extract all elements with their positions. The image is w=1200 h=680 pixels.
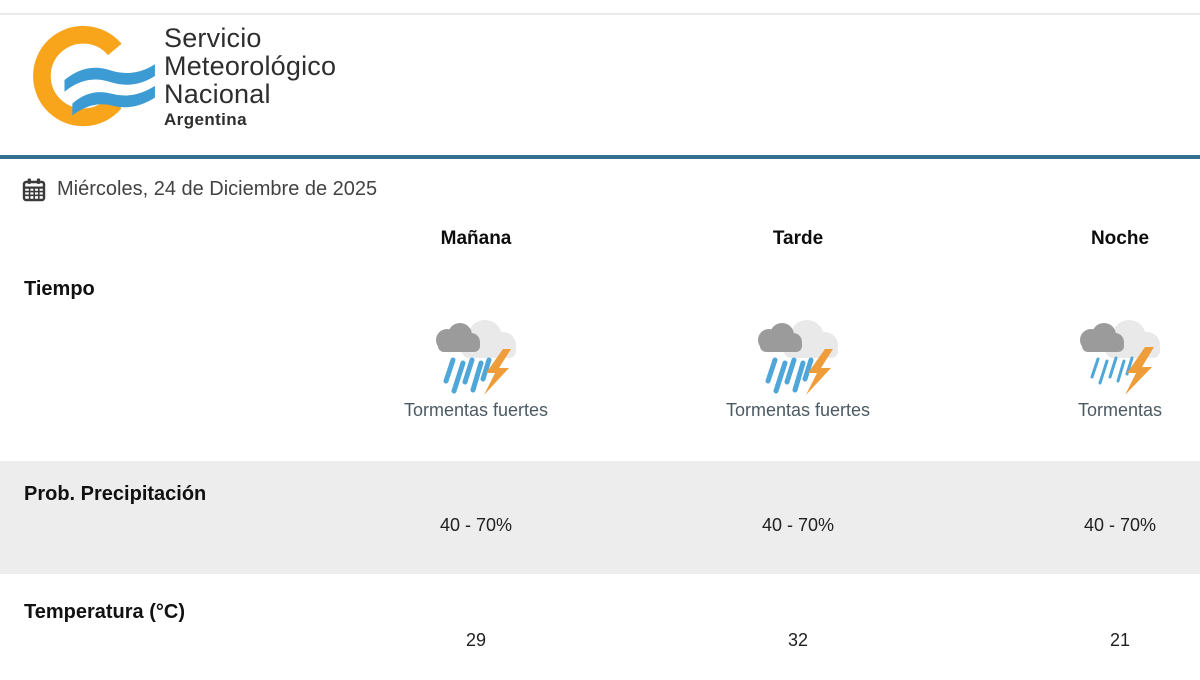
temp-value-manana: 29 — [465, 630, 487, 650]
weather-caption-manana: Tormentas fuertes — [403, 400, 549, 420]
logo-line-1: Servicio — [164, 23, 262, 53]
storm-rain-icon — [1080, 320, 1160, 395]
smn-logo-link[interactable]: Servicio Meteorológico Nacional Argentin… — [28, 19, 336, 137]
precip-value-tarde: 40 - 70% — [761, 515, 835, 535]
row-label-temperatura: Temperatura (°C) — [24, 601, 185, 623]
weather-caption-noche: Tormentas — [1077, 400, 1163, 420]
temp-value-tarde: 32 — [787, 630, 809, 650]
calendar-icon — [22, 178, 46, 201]
row-tiempo: Tiempo Tormentas fuertes — [0, 265, 1200, 461]
row-label-precipitacion: Prob. Precipitación — [24, 483, 207, 505]
precip-value-manana: 40 - 70% — [439, 515, 513, 535]
column-header-row: Mañana Tarde Noche — [0, 213, 1200, 265]
forecast-table: Mañana Tarde Noche Tiempo — [0, 213, 1200, 660]
top-divider — [0, 13, 1200, 15]
logo-country: Argentina — [164, 110, 247, 129]
logo-line-3: Nacional — [164, 79, 271, 109]
logo-line-2: Meteorológico — [164, 51, 337, 81]
temp-value-noche: 21 — [1109, 630, 1131, 650]
precip-value-noche: 40 - 70% — [1083, 515, 1157, 535]
row-precipitacion: Prob. Precipitación 40 - 70% 40 - 70% 40… — [0, 461, 1200, 574]
storm-heavy-rain-icon — [758, 320, 838, 395]
column-header-manana: Mañana — [440, 228, 512, 249]
column-header-tarde: Tarde — [772, 228, 824, 249]
row-label-tiempo: Tiempo — [24, 278, 95, 300]
storm-heavy-rain-icon — [436, 320, 516, 395]
column-header-noche: Noche — [1090, 228, 1150, 249]
weather-cell-tarde: Tormentas fuertes — [637, 265, 959, 461]
row-temperatura: Temperatura (°C) 29 32 21 — [0, 574, 1200, 660]
date-bar: Miércoles, 24 de Diciembre de 2025 — [0, 159, 1200, 201]
logo-wordmark: Servicio Meteorológico Nacional Argentin… — [164, 24, 336, 130]
smn-logo-icon — [33, 25, 155, 127]
weather-cell-noche: Tormentas — [959, 265, 1200, 461]
weather-cell-manana: Tormentas fuertes — [315, 265, 637, 461]
forecast-date: Miércoles, 24 de Diciembre de 2025 — [57, 178, 378, 200]
site-header: Servicio Meteorológico Nacional Argentin… — [0, 15, 1200, 159]
weather-caption-tarde: Tormentas fuertes — [725, 400, 871, 420]
